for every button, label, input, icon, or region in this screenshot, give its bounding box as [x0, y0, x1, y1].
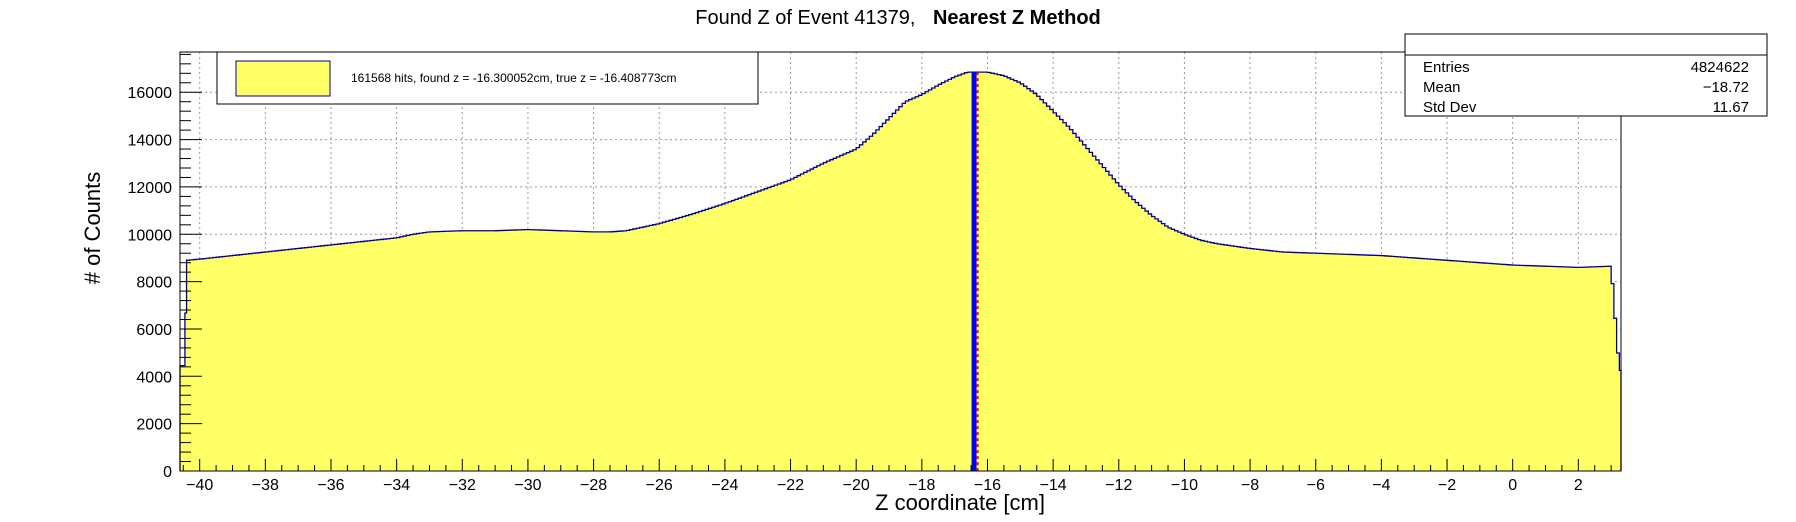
y-tick-label: 8000 [136, 275, 172, 292]
y-tick-label: 6000 [136, 322, 172, 339]
x-tick-label: −26 [646, 477, 673, 494]
x-tick-label: −4 [1372, 477, 1390, 494]
histogram-outline [179, 71, 1622, 471]
x-tick-label: −18 [908, 477, 935, 494]
x-tick-label: −16 [974, 477, 1001, 494]
stats-box: Entries 4824622 Mean −18.72 Std Dev 11.6… [1404, 33, 1768, 117]
x-tick-label: −10 [1171, 477, 1198, 494]
stats-stddev-label: Std Dev [1423, 99, 1477, 116]
x-tick-label: −28 [580, 477, 607, 494]
x-tick-label: −32 [449, 477, 476, 494]
y-tick-label: 14000 [128, 133, 173, 150]
x-tick-label: 2 [1574, 477, 1583, 494]
x-tick-label: −12 [1105, 477, 1132, 494]
x-tick-label: −14 [1040, 477, 1067, 494]
y-tick-label: 0 [163, 464, 172, 481]
y-tick-label: 12000 [128, 180, 173, 197]
x-tick-label: 0 [1508, 477, 1517, 494]
legend: 161568 hits, found z = -16.300052cm, tru… [216, 51, 759, 105]
plot-border [179, 51, 1622, 472]
legend-swatch [235, 60, 331, 97]
chart-title-prefix: Found Z of Event 41379, [695, 7, 915, 29]
x-axis-title: Z coordinate [cm] [875, 490, 1045, 515]
histogram-area [179, 71, 1622, 472]
histogram-fill [180, 72, 1621, 472]
x-tick-label: −34 [383, 477, 410, 494]
legend-label: 161568 hits, found z = -16.300052cm, tru… [351, 71, 677, 85]
stats-mean-value: −18.72 [1703, 79, 1749, 96]
stats-entries-value: 4824622 [1691, 59, 1749, 76]
x-tick-label: −40 [186, 477, 213, 494]
y-axis: 0 2000 4000 6000 8000 10000 12000 14000 16000 [128, 53, 202, 481]
x-tick-label: −20 [843, 477, 870, 494]
y-axis-title: # of Counts [80, 172, 105, 285]
stats-mean-label: Mean [1423, 79, 1461, 96]
y-tick-label: 16000 [128, 85, 173, 102]
x-tick-label: −24 [711, 477, 738, 494]
x-tick-label: −2 [1438, 477, 1456, 494]
x-tick-label: −8 [1241, 477, 1259, 494]
x-tick-label: −36 [317, 477, 344, 494]
y-tick-label: 2000 [136, 417, 172, 434]
plot-frame [179, 51, 1622, 472]
x-tick-label: −38 [252, 477, 279, 494]
x-axis: −40 −38 −36 −34 −32 −30 −28 −26 −24 −22 −20 −18 −16−… [182, 459, 1612, 494]
y-tick-label: 10000 [128, 227, 173, 244]
stats-box-frame [1404, 33, 1768, 117]
stats-entries-label: Entries [1423, 59, 1470, 76]
x-tick-label: −30 [514, 477, 541, 494]
y-tick-label: 4000 [136, 369, 172, 386]
chart-title-method: Nearest Z Method [933, 7, 1101, 29]
x-tick-label: −22 [777, 477, 804, 494]
stats-stddev-value: 11.67 [1713, 99, 1749, 116]
chart-title: Found Z of Event 41379, Nearest Z Method [695, 7, 1101, 29]
x-tick-label: −6 [1307, 477, 1325, 494]
z-marker-lines [971, 72, 979, 471]
